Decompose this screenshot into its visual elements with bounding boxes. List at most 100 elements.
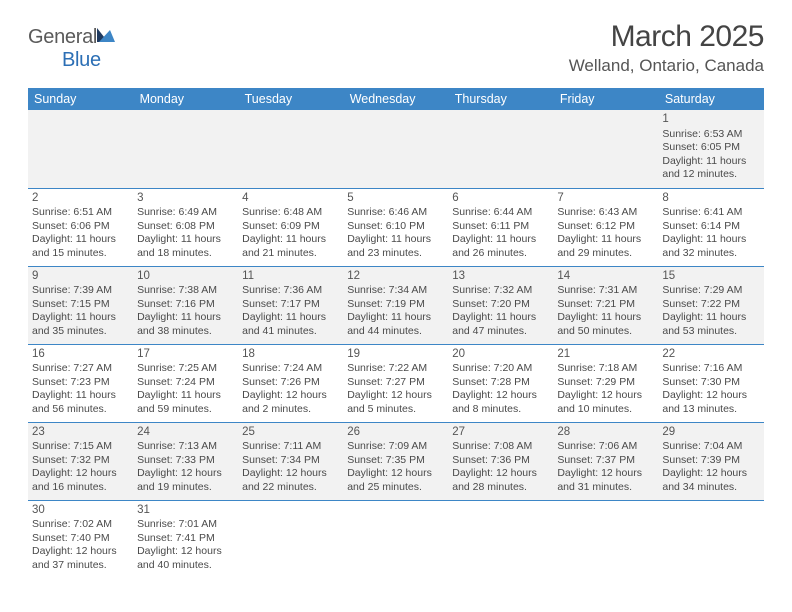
calendar-cell: 7Sunrise: 6:43 AMSunset: 6:12 PMDaylight…	[553, 188, 658, 266]
sunset-line: Sunset: 6:06 PM	[32, 220, 129, 233]
daylight-line: Daylight: 12 hours and 37 minutes.	[32, 545, 129, 572]
sunrise-line: Sunrise: 7:20 AM	[452, 362, 549, 375]
day-number: 18	[242, 347, 339, 362]
sunrise-line: Sunrise: 7:31 AM	[557, 284, 654, 297]
day-number: 31	[137, 503, 234, 518]
calendar-cell-empty	[658, 500, 763, 578]
calendar-cell: 25Sunrise: 7:11 AMSunset: 7:34 PMDayligh…	[238, 422, 343, 500]
weekday-header: Monday	[133, 88, 238, 110]
sunrise-line: Sunrise: 7:08 AM	[452, 440, 549, 453]
sunset-line: Sunset: 6:05 PM	[662, 141, 759, 154]
sunrise-line: Sunrise: 7:38 AM	[137, 284, 234, 297]
calendar-cell: 26Sunrise: 7:09 AMSunset: 7:35 PMDayligh…	[343, 422, 448, 500]
calendar-cell-empty	[553, 110, 658, 188]
sunrise-line: Sunrise: 7:16 AM	[662, 362, 759, 375]
sunrise-line: Sunrise: 7:29 AM	[662, 284, 759, 297]
sunrise-line: Sunrise: 7:13 AM	[137, 440, 234, 453]
day-number: 8	[662, 191, 759, 206]
logo: General Blue	[28, 26, 117, 72]
sunrise-line: Sunrise: 7:02 AM	[32, 518, 129, 531]
sunrise-line: Sunrise: 7:24 AM	[242, 362, 339, 375]
calendar-cell: 20Sunrise: 7:20 AMSunset: 7:28 PMDayligh…	[448, 344, 553, 422]
daylight-line: Daylight: 12 hours and 16 minutes.	[32, 467, 129, 494]
calendar-cell: 9Sunrise: 7:39 AMSunset: 7:15 PMDaylight…	[28, 266, 133, 344]
weekday-header: Sunday	[28, 88, 133, 110]
title-block: March 2025 Welland, Ontario, Canada	[569, 20, 764, 76]
day-number: 26	[347, 425, 444, 440]
sunrise-line: Sunrise: 7:15 AM	[32, 440, 129, 453]
daylight-line: Daylight: 12 hours and 2 minutes.	[242, 389, 339, 416]
day-number: 19	[347, 347, 444, 362]
daylight-line: Daylight: 11 hours and 38 minutes.	[137, 311, 234, 338]
day-number: 25	[242, 425, 339, 440]
sunset-line: Sunset: 7:21 PM	[557, 298, 654, 311]
calendar-cell: 14Sunrise: 7:31 AMSunset: 7:21 PMDayligh…	[553, 266, 658, 344]
day-number: 22	[662, 347, 759, 362]
sunrise-line: Sunrise: 6:53 AM	[662, 128, 759, 141]
calendar-cell: 31Sunrise: 7:01 AMSunset: 7:41 PMDayligh…	[133, 500, 238, 578]
daylight-line: Daylight: 12 hours and 25 minutes.	[347, 467, 444, 494]
calendar-cell: 15Sunrise: 7:29 AMSunset: 7:22 PMDayligh…	[658, 266, 763, 344]
calendar-body: 1Sunrise: 6:53 AMSunset: 6:05 PM Daylight…	[28, 110, 764, 578]
month-title: March 2025	[569, 20, 764, 54]
day-number: 11	[242, 269, 339, 284]
weekday-header-row: SundayMondayTuesdayWednesdayThursdayFrid…	[28, 88, 764, 110]
sunrise-line: Sunrise: 7:34 AM	[347, 284, 444, 297]
daylight-line: Daylight: 11 hours and 26 minutes.	[452, 233, 549, 260]
sunrise-line: Sunrise: 7:22 AM	[347, 362, 444, 375]
daylight-line: Daylight: 11 hours and 41 minutes.	[242, 311, 339, 338]
calendar-table: SundayMondayTuesdayWednesdayThursdayFrid…	[28, 88, 764, 578]
sunrise-line: Sunrise: 7:04 AM	[662, 440, 759, 453]
calendar-row: 9Sunrise: 7:39 AMSunset: 7:15 PMDaylight…	[28, 266, 764, 344]
daylight-line: Daylight: 11 hours and 50 minutes.	[557, 311, 654, 338]
daylight-line: Daylight: 12 hours and 40 minutes.	[137, 545, 234, 572]
day-number: 15	[662, 269, 759, 284]
daylight-line: Daylight: 11 hours and 59 minutes.	[137, 389, 234, 416]
calendar-cell: 21Sunrise: 7:18 AMSunset: 7:29 PMDayligh…	[553, 344, 658, 422]
weekday-header: Tuesday	[238, 88, 343, 110]
calendar-cell: 6Sunrise: 6:44 AMSunset: 6:11 PMDaylight…	[448, 188, 553, 266]
calendar-row: 2Sunrise: 6:51 AMSunset: 6:06 PM Daylight…	[28, 188, 764, 266]
daylight-line: Daylight: 12 hours and 10 minutes.	[557, 389, 654, 416]
day-number: 9	[32, 269, 129, 284]
calendar-cell-empty	[448, 500, 553, 578]
sunset-line: Sunset: 7:22 PM	[662, 298, 759, 311]
day-number: 13	[452, 269, 549, 284]
calendar-cell: 18Sunrise: 7:24 AMSunset: 7:26 PMDayligh…	[238, 344, 343, 422]
logo-text: General Blue	[28, 26, 117, 71]
sunrise-line: Sunrise: 7:25 AM	[137, 362, 234, 375]
day-number: 27	[452, 425, 549, 440]
calendar-row: 23Sunrise: 7:15 AMSunset: 7:32 PMDayligh…	[28, 422, 764, 500]
sunrise-line: Sunrise: 6:49 AM	[137, 206, 234, 219]
calendar-cell-empty	[238, 500, 343, 578]
calendar-cell: 10Sunrise: 7:38 AMSunset: 7:16 PMDayligh…	[133, 266, 238, 344]
daylight-line: Daylight: 12 hours and 19 minutes.	[137, 467, 234, 494]
calendar-cell: 3Sunrise: 6:49 AMSunset: 6:08 PMDaylight…	[133, 188, 238, 266]
sunset-line: Sunset: 7:28 PM	[452, 376, 549, 389]
calendar-cell-empty	[238, 110, 343, 188]
day-number: 28	[557, 425, 654, 440]
sunset-line: Sunset: 7:19 PM	[347, 298, 444, 311]
daylight-line: Daylight: 12 hours and 22 minutes.	[242, 467, 339, 494]
logo-text-blue: Blue	[62, 49, 101, 72]
day-number: 30	[32, 503, 129, 518]
sunrise-line: Sunrise: 7:01 AM	[137, 518, 234, 531]
calendar-cell-empty	[133, 110, 238, 188]
day-number: 17	[137, 347, 234, 362]
day-number: 1	[662, 112, 759, 127]
daylight-line: Daylight: 12 hours and 31 minutes.	[557, 467, 654, 494]
sunset-line: Sunset: 7:29 PM	[557, 376, 654, 389]
sunset-line: Sunset: 6:08 PM	[137, 220, 234, 233]
calendar-cell: 16Sunrise: 7:27 AMSunset: 7:23 PMDayligh…	[28, 344, 133, 422]
sunrise-line: Sunrise: 7:18 AM	[557, 362, 654, 375]
sunset-line: Sunset: 6:14 PM	[662, 220, 759, 233]
sunrise-line: Sunrise: 7:11 AM	[242, 440, 339, 453]
calendar-cell: 23Sunrise: 7:15 AMSunset: 7:32 PMDayligh…	[28, 422, 133, 500]
calendar-cell: 12Sunrise: 7:34 AMSunset: 7:19 PMDayligh…	[343, 266, 448, 344]
sunset-line: Sunset: 7:39 PM	[662, 454, 759, 467]
sunrise-line: Sunrise: 7:39 AM	[32, 284, 129, 297]
sunrise-line: Sunrise: 7:36 AM	[242, 284, 339, 297]
sunrise-line: Sunrise: 6:51 AM	[32, 206, 129, 219]
day-number: 2	[32, 191, 129, 206]
sunset-line: Sunset: 7:36 PM	[452, 454, 549, 467]
